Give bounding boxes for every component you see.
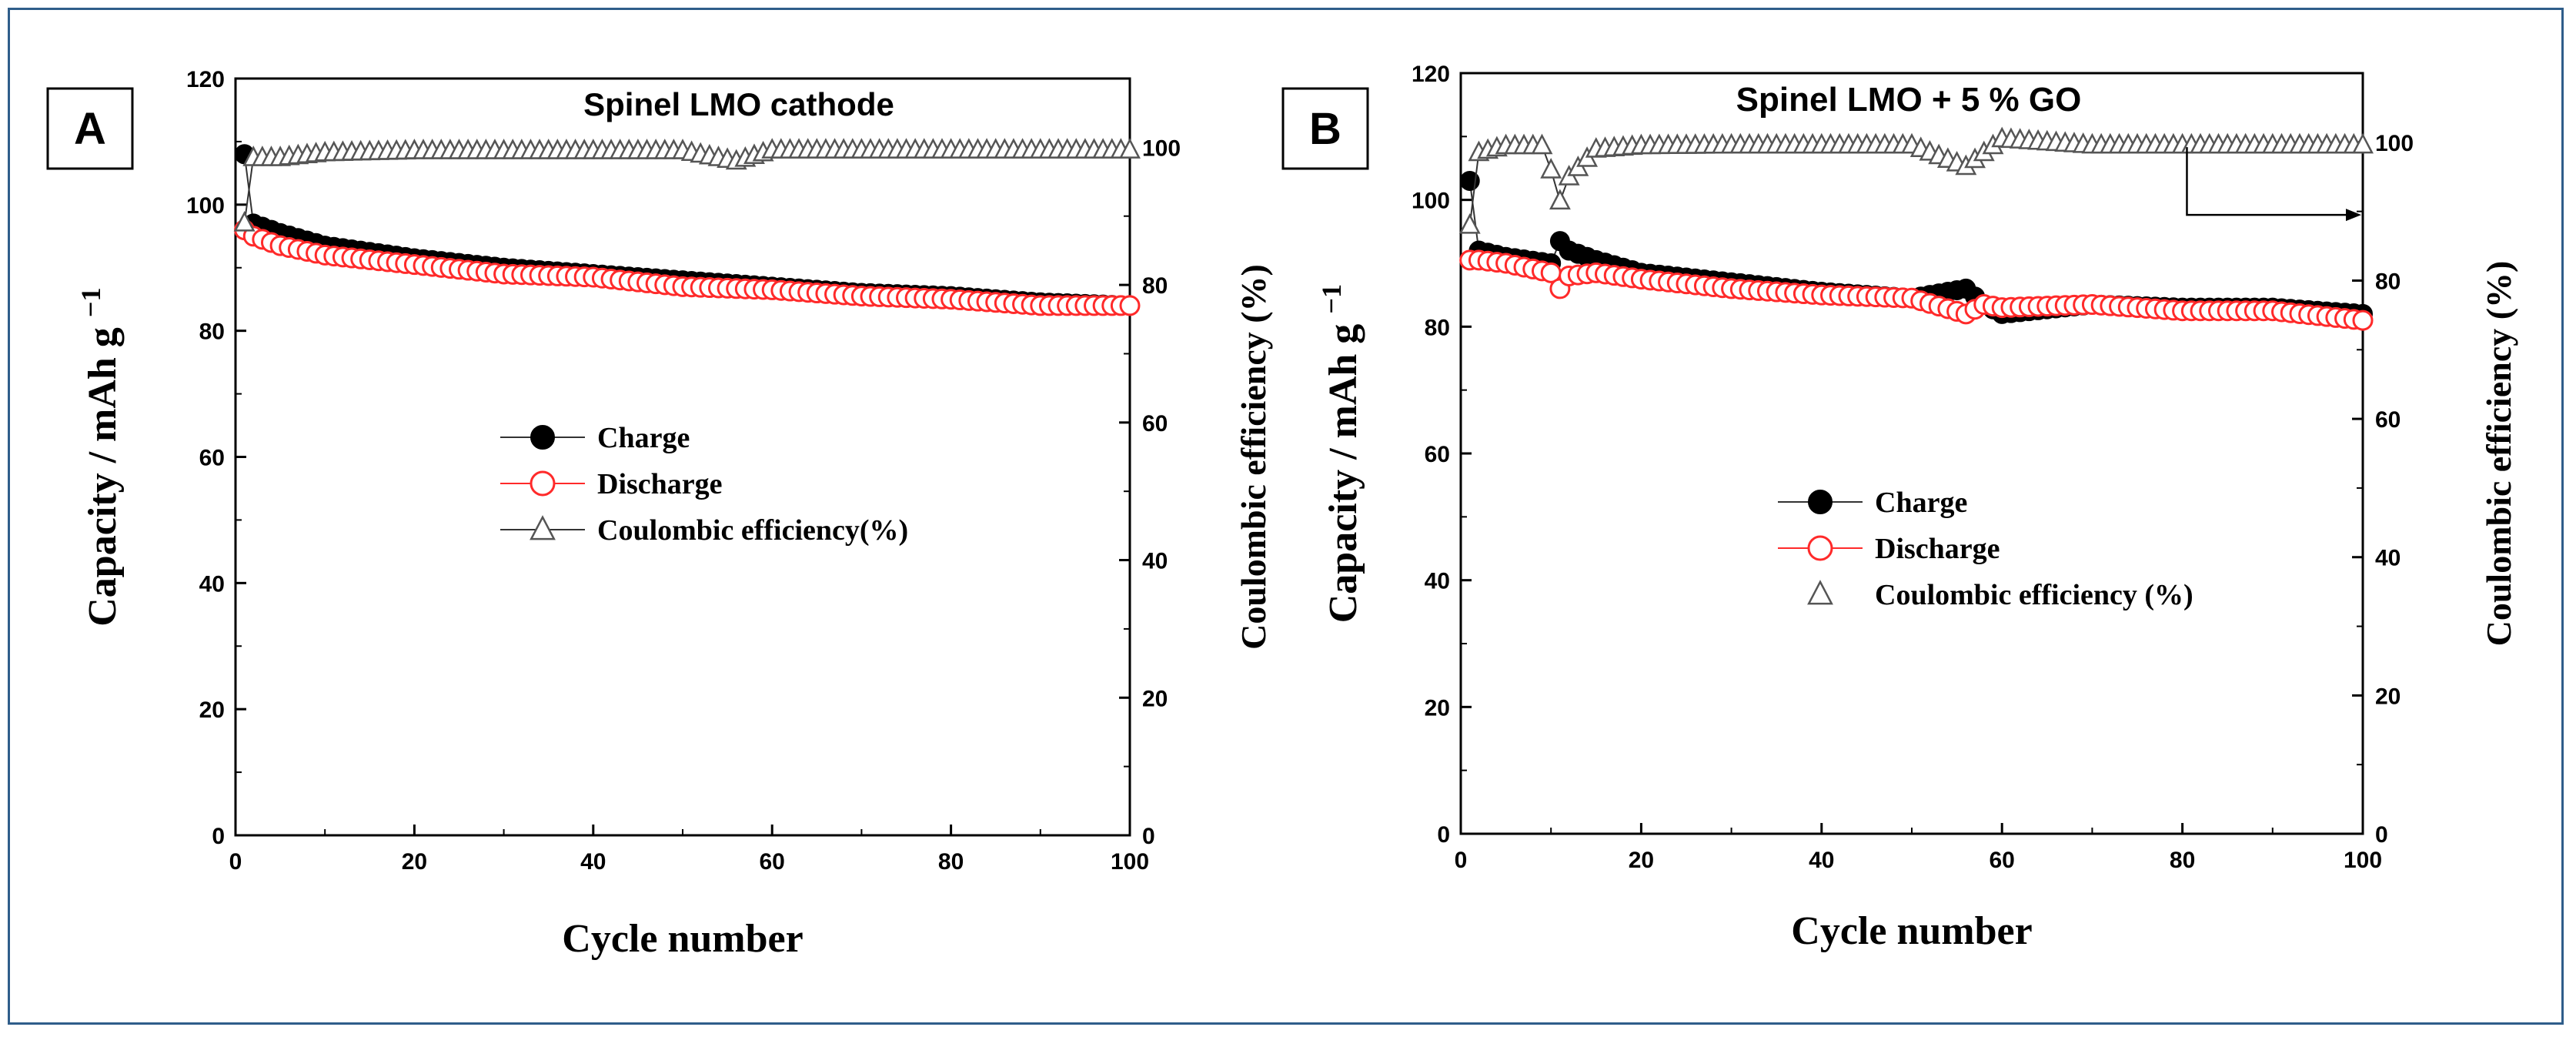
chart-b-panel-label-box	[1281, 87, 1369, 170]
chart-a-panel-label: A	[74, 104, 106, 154]
chart-a-plot-area	[234, 77, 1131, 837]
chart-b-y-tick-label: 60	[1425, 442, 1450, 467]
chart-b-y2-tick-label: 100	[2375, 131, 2414, 156]
chart-a-title: Spinel LMO cathode	[583, 86, 894, 122]
panel-b: 0 20 40 60 80 100020406080100120020406080100C…	[1281, 62, 2518, 953]
chart-b-y2-tick-label: 80	[2375, 269, 2401, 294]
chart-a-legend-marker	[530, 425, 555, 450]
chart-a-y2-tick-label: 100	[1142, 135, 1181, 161]
chart-a-legend-marker	[530, 515, 556, 540]
chart-b-x-tick-label: 80	[2170, 848, 2195, 873]
chart-b-series-2-point	[1531, 133, 1553, 155]
chart-a-series-1-point	[1119, 295, 1141, 316]
chart-b-x-tick-label: 20	[1629, 848, 1654, 873]
chart-b-legend-marker	[1808, 490, 1833, 514]
chart-a-x-tick-label: 0	[229, 849, 242, 875]
chart-b-y-tick-label: 40	[1425, 569, 1450, 594]
chart-b-x-axis-label: Cycle number	[1791, 909, 2032, 953]
chart-a-y2-axis-label: Coulombic efficiency (%)	[1234, 264, 1273, 650]
chart-b-axis-arrow-head	[2346, 209, 2361, 222]
chart-b-plot-area	[1459, 72, 2364, 835]
chart-a-y2-tick-label: 0	[1142, 824, 1155, 849]
chart-a-y-tick-label: 20	[199, 697, 225, 723]
chart-a-y-tick-label: 40	[199, 571, 225, 597]
chart-a-y2-tick-label: 20	[1142, 686, 1168, 711]
chart-b-series-2-point	[2352, 132, 2374, 154]
chart-a-series-2	[233, 138, 1141, 232]
chart-a-panel-label-box	[46, 87, 134, 170]
chart-a-x-tick-label: 80	[938, 849, 964, 875]
chart-a-legend-label: Coulombic efficiency(%)	[597, 514, 908, 547]
chart-b-series-2-point	[1549, 189, 1571, 210]
chart-b-legend-label: Charge	[1875, 487, 1967, 519]
chart-a-y2-tick-label: 60	[1142, 411, 1168, 437]
chart-b-y-tick-label: 120	[1412, 62, 1450, 87]
chart-b-y-tick-label: 0	[1437, 822, 1450, 848]
chart-a-y-axis-label: Capacity / mAh g −1	[75, 287, 125, 627]
chart-b-y-tick-label: 20	[1425, 695, 1450, 721]
chart-b-legend-label: Coulombic efficiency (%)	[1875, 579, 2193, 611]
chart-b-y-tick-label: 100	[1412, 189, 1450, 214]
chart-a-series-1	[234, 219, 1141, 316]
chart-b-legend-label: Discharge	[1875, 533, 2000, 565]
chart-a-legend-label: Charge	[597, 422, 690, 454]
chart-b-series-1-point	[2352, 309, 2374, 331]
chart-a-y2-tick-label: 80	[1142, 273, 1168, 299]
chart-b-series-2	[1458, 126, 2374, 234]
chart-b-panel-label: B	[1309, 104, 1341, 154]
chart-a-x-axis-label: Cycle number	[562, 917, 803, 961]
chart-a-series-2-point	[1119, 138, 1141, 159]
chart-a-y-tick-label: 100	[186, 193, 225, 219]
chart-b-x-tick-label: 60	[1990, 848, 2015, 873]
chart-a-y-tick-label: 120	[186, 67, 225, 92]
chart-b-legend-marker	[1807, 580, 1833, 605]
chart-b-title: Spinel LMO + 5 % GO	[1736, 81, 2082, 119]
chart-a-series-2-point	[233, 211, 256, 232]
chart-b-legend-marker	[1807, 535, 1833, 561]
chart-b-y2-tick-label: 0	[2375, 822, 2388, 848]
chart-b-y2-tick-label: 60	[2375, 407, 2401, 433]
chart-a-series-2-line	[243, 149, 1130, 223]
chart-a-y2-tick-label: 40	[1142, 549, 1168, 574]
chart-b-series-2-point	[1458, 212, 1481, 234]
chart-b-series-1	[1459, 249, 2374, 331]
chart-a-x-tick-label: 20	[402, 849, 427, 875]
panel-a: 0 20 40 60 80 100020406080100120020406080100C…	[46, 67, 1273, 961]
chart-b-x-tick-label: 0	[1455, 848, 1468, 873]
chart-b-axis-arrow	[2186, 147, 2352, 216]
chart-a-x-tick-label: 40	[580, 849, 606, 875]
chart-b-x-tick-label: 100	[2344, 848, 2382, 873]
chart-b-x-tick-label: 40	[1809, 848, 1834, 873]
chart-a-legend-marker	[530, 470, 556, 497]
chart-a-x-tick-label: 60	[760, 849, 785, 875]
chart-a-y-tick-label: 80	[199, 319, 225, 345]
chart-b-y-tick-label: 80	[1425, 315, 1450, 340]
chart-a-y-tick-label: 60	[199, 446, 225, 471]
chart-b-y2-tick-label: 20	[2375, 684, 2401, 709]
figure-frame	[8, 8, 2564, 1025]
chart-b-series-2-point	[1540, 158, 1562, 179]
chart-b-y2-axis-label: Coulombic efficiency (%)	[2479, 261, 2518, 647]
chart-a-x-tick-label: 100	[1111, 849, 1149, 875]
chart-b-y2-tick-label: 40	[2375, 546, 2401, 571]
chart-b-y-axis-label: Capacity / mAh g −1	[1316, 284, 1365, 624]
chart-a-y-tick-label: 0	[212, 824, 225, 849]
chart-a-legend-label: Discharge	[597, 468, 723, 500]
